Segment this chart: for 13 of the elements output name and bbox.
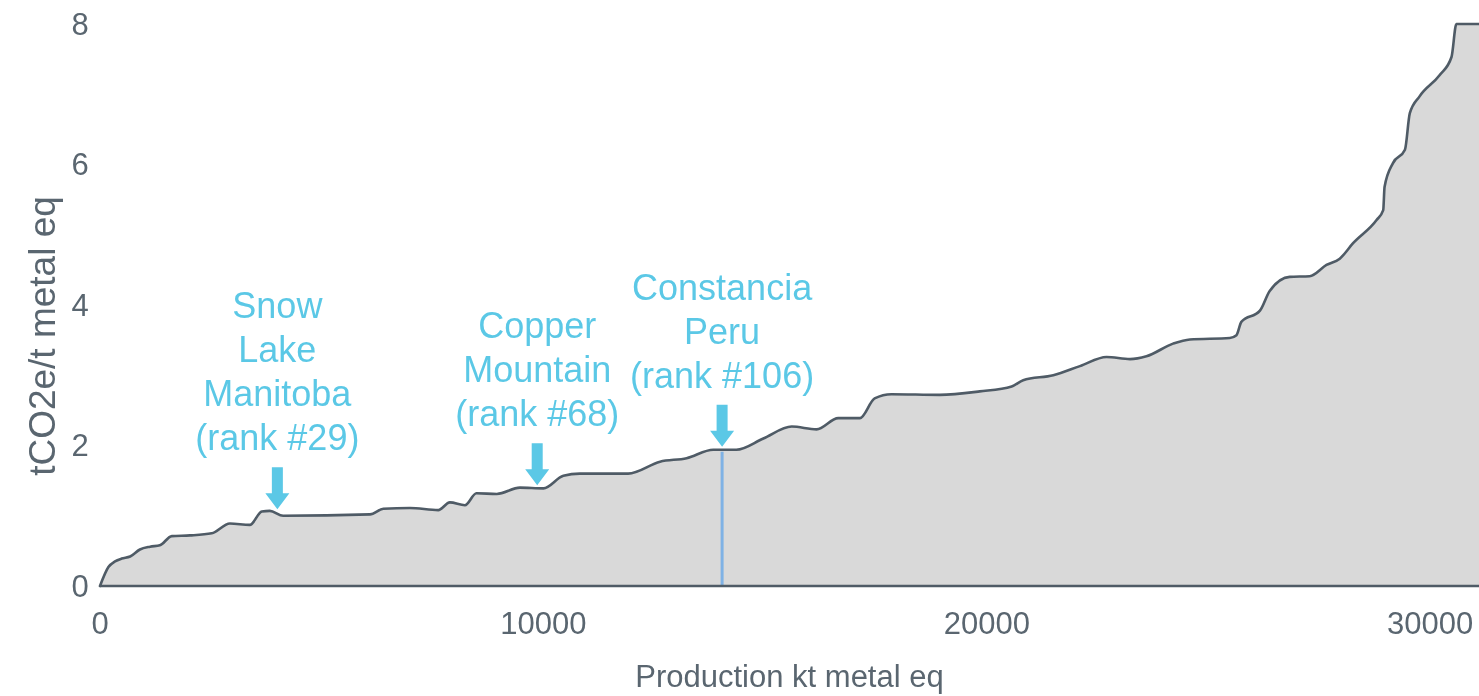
y-tick-label: 8	[71, 6, 89, 42]
x-axis-title: Production kt metal eq	[635, 659, 944, 694]
annotation: Snow Lake Manitoba (rank #29)	[195, 285, 360, 459]
annotation: Constancia Peru (rank #106)	[630, 266, 815, 396]
x-tick-label: 30000	[1387, 606, 1474, 641]
x-tick-label: 20000	[943, 606, 1030, 641]
y-tick-label: 0	[71, 568, 89, 604]
y-tick-label: 6	[71, 147, 89, 183]
y-tick-label: 2	[71, 428, 89, 464]
y-axis-title: tCO2e/t metal eq	[22, 196, 63, 476]
x-tick-label: 10000	[500, 606, 587, 641]
annotation: Copper Mountain (rank #68)	[455, 305, 620, 435]
y-tick-label: 4	[71, 287, 89, 323]
